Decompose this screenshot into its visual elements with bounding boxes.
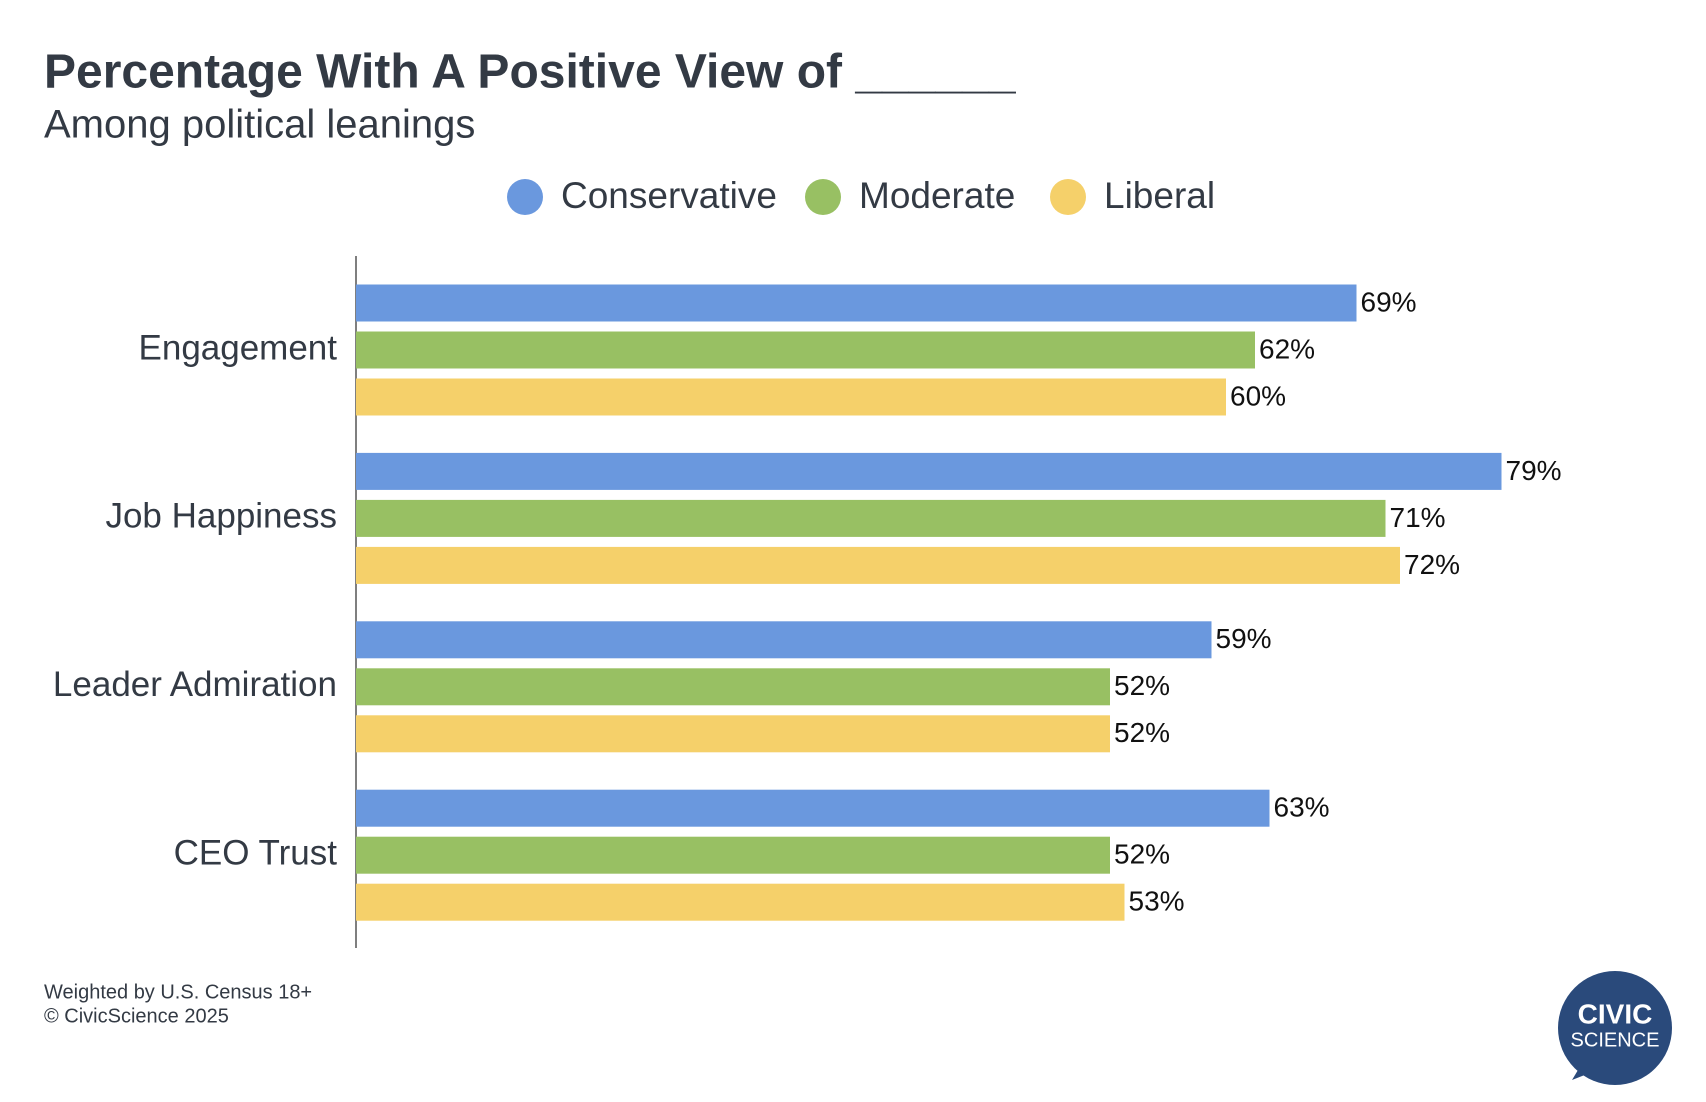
bar [356,284,1357,322]
value-label: 79% [1506,455,1562,486]
category-label: Job Happiness [105,497,337,536]
bar [356,836,1110,874]
legend-label: Conservative [561,175,777,216]
logo: CIVIC SCIENCE [1558,971,1672,1085]
bar [356,452,1502,490]
bar [356,789,1270,827]
legend-label: Moderate [859,175,1015,216]
value-label: 72% [1404,549,1460,580]
legend-swatch [805,179,841,215]
logo-text: CIVIC [1578,998,1653,1029]
category-label: CEO Trust [174,833,338,872]
chart-title: Percentage With A Positive View of _____… [44,46,1017,99]
category-label: Leader Admiration [53,665,337,704]
value-label: 53% [1129,886,1185,917]
source-note: © CivicScience 2025 [44,1005,229,1027]
value-label: 71% [1390,502,1446,533]
legend-label: Liberal [1104,175,1215,216]
logo-circle [1558,971,1672,1085]
value-label: 59% [1216,623,1272,654]
category-label: Engagement [139,328,338,367]
value-label: 52% [1114,670,1170,701]
bar [356,883,1125,921]
bar [356,331,1255,369]
logo-text: SCIENCE [1571,1029,1660,1051]
value-label: 52% [1114,839,1170,870]
bar [356,668,1110,706]
source-note: Weighted by U.S. Census 18+ [44,981,312,1003]
value-label: 63% [1274,792,1330,823]
bar [356,715,1110,753]
value-label: 69% [1361,286,1417,317]
bar [356,621,1212,659]
chart-subtitle: Among political leanings [44,103,475,147]
legend-swatch [507,179,543,215]
bar [356,378,1226,416]
value-label: 52% [1114,717,1170,748]
value-label: 62% [1259,333,1315,364]
legend-swatch [1050,179,1086,215]
value-label: 60% [1230,380,1286,411]
bar [356,499,1386,537]
bar [356,546,1400,584]
